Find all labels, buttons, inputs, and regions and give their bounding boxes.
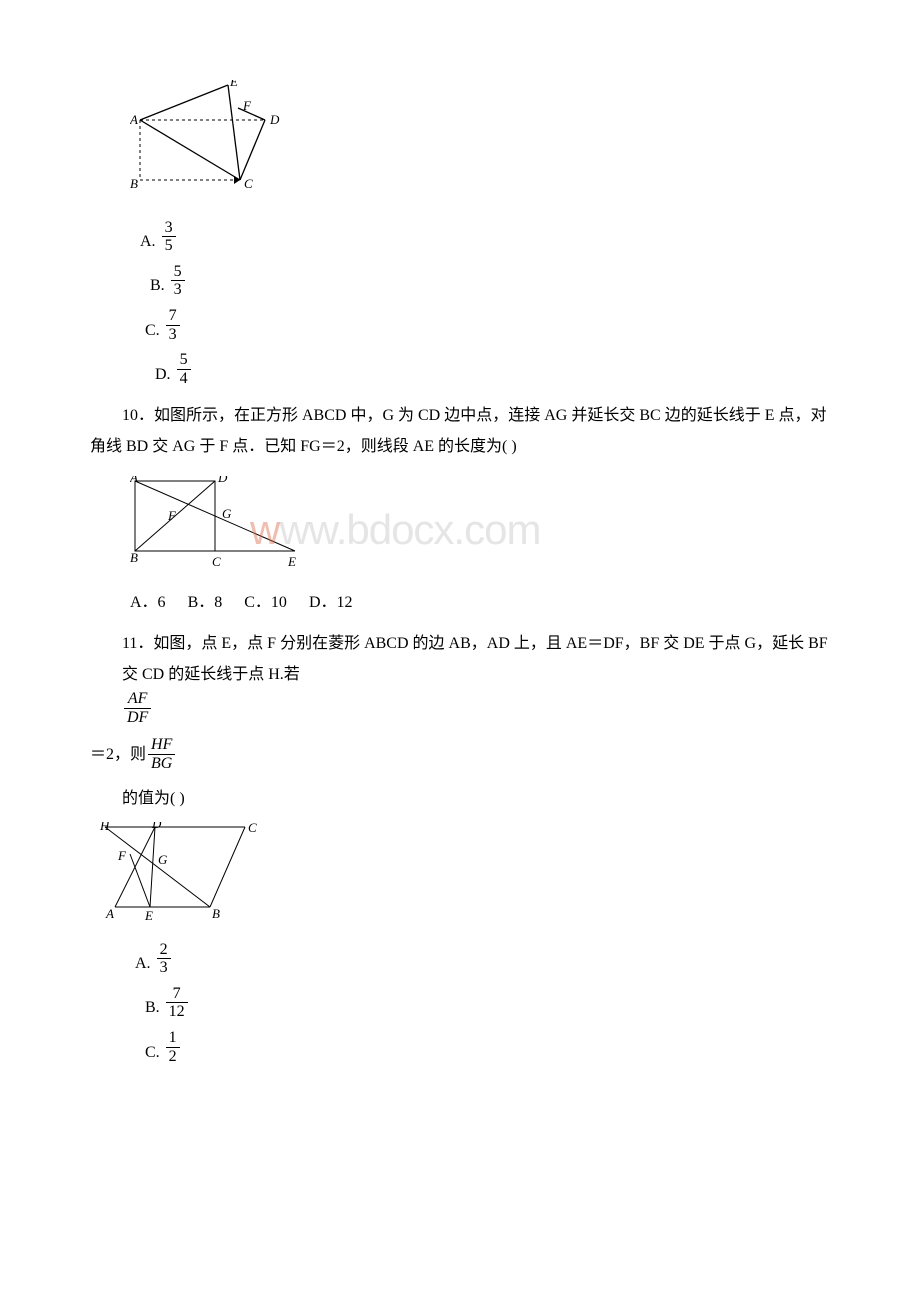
fraction: 3 5	[162, 219, 176, 255]
svg-text:F: F	[167, 508, 177, 523]
q11-option-a: A. 2 3	[135, 941, 830, 977]
q11-text-line3: 的值为( )	[90, 786, 830, 812]
q9-option-c: C. 7 3	[145, 307, 830, 343]
q11-option-b: B. 7 12	[145, 985, 830, 1021]
q10-text: 10．如图所示，在正方形 ABCD 中，G 为 CD 边中点，连接 AG 并延长…	[90, 401, 830, 462]
q9-option-d: D. 5 4	[155, 351, 830, 387]
q11-text-part1: 11．如图，点 E，点 F 分别在菱形 ABCD 的边 AB，AD 上，且 AE…	[122, 629, 830, 690]
fraction: 7 12	[166, 985, 188, 1021]
svg-text:G: G	[158, 852, 168, 867]
fraction: 7 3	[166, 307, 180, 343]
option-letter: C.	[145, 1040, 160, 1066]
svg-text:H: H	[100, 822, 110, 833]
fraction: 1 2	[166, 1029, 180, 1065]
q10-options: A．6 B．8 C．10 D．12	[130, 590, 830, 616]
q11-option-c: C. 1 2	[145, 1029, 830, 1065]
svg-text:F: F	[117, 848, 127, 863]
svg-text:B: B	[130, 176, 138, 191]
fraction: 5 4	[177, 351, 191, 387]
svg-text:A: A	[130, 112, 138, 127]
svg-text:B: B	[130, 550, 138, 565]
option-letter: A.	[140, 229, 156, 255]
q10-option-b: B．8	[188, 594, 223, 611]
q10-option-d: D．12	[309, 594, 353, 611]
svg-text:C: C	[212, 554, 221, 569]
svg-text:D: D	[151, 822, 162, 831]
svg-text:B: B	[212, 906, 220, 921]
svg-text:E: E	[229, 80, 238, 89]
svg-text:A: A	[105, 906, 114, 921]
svg-text:E: E	[287, 554, 296, 569]
svg-text:F: F	[242, 98, 252, 113]
option-letter: C.	[145, 318, 160, 344]
q10-figure-wrap: A D B C E F G www.bdocx.com	[130, 476, 830, 580]
q9-option-a: A. 3 5	[140, 219, 830, 255]
q10-option-c: C．10	[244, 594, 287, 611]
q9-option-b: B. 5 3	[150, 263, 830, 299]
svg-text:E: E	[144, 908, 153, 922]
svg-text:D: D	[217, 476, 228, 485]
q9-svg: A B C D E F	[130, 80, 290, 200]
q9-figure: A B C D E F	[130, 80, 830, 209]
fraction: 2 3	[157, 941, 171, 977]
option-letter: B.	[150, 273, 165, 299]
svg-text:C: C	[244, 176, 253, 191]
q11-figure: H D C A E B F G	[100, 822, 830, 931]
q10-svg: A D B C E F G	[130, 476, 310, 571]
q11-svg: H D C A E B F G	[100, 822, 260, 922]
q11-text-line1: 11．如图，点 E，点 F 分别在菱形 ABCD 的边 AB，AD 上，且 AE…	[90, 629, 830, 726]
svg-text:A: A	[130, 476, 138, 485]
svg-text:D: D	[269, 112, 280, 127]
q10-option-a: A．6	[130, 594, 166, 611]
svg-text:C: C	[248, 822, 257, 835]
fraction: 5 3	[171, 263, 185, 299]
fraction-af-df: AF DF	[124, 690, 151, 726]
fraction-hf-bg: HF BG	[148, 736, 175, 772]
option-letter: D.	[155, 362, 171, 388]
option-letter: B.	[145, 995, 160, 1021]
option-letter: A.	[135, 951, 151, 977]
q11-text-line2: ＝2，则 HF BG	[90, 736, 830, 772]
svg-text:G: G	[222, 506, 232, 521]
q11-text-part2: ＝2，则	[90, 742, 146, 768]
